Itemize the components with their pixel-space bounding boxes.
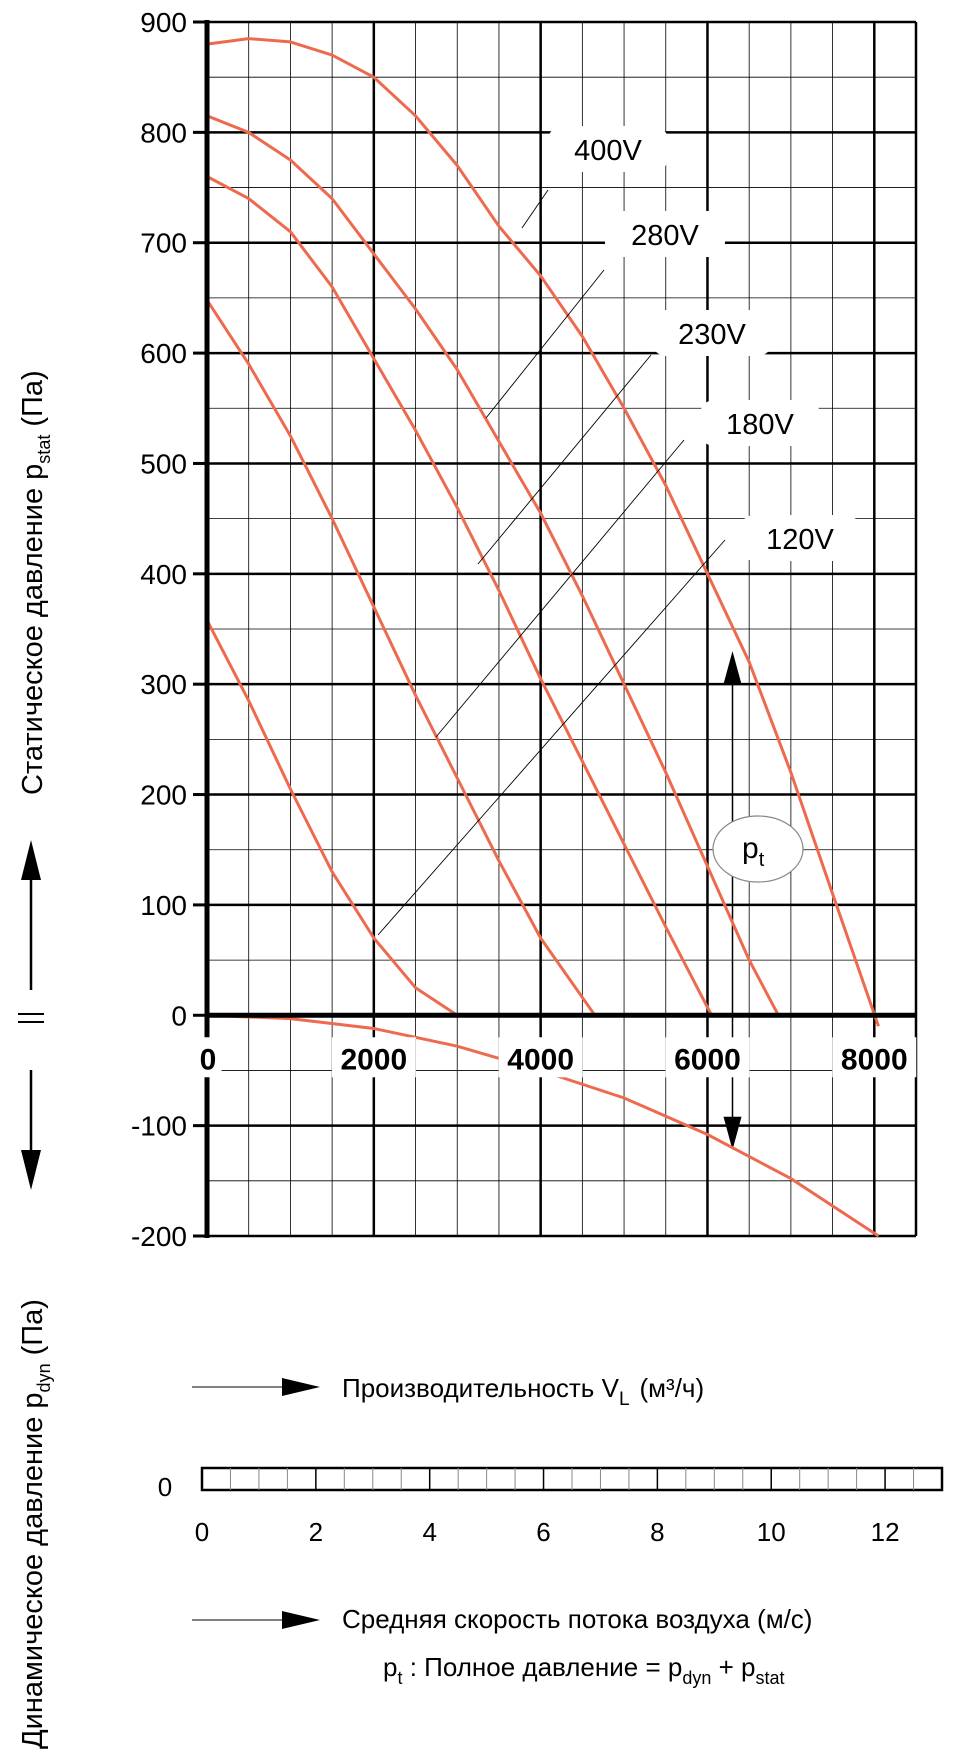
speed-tick-label: 10 [757,1517,786,1547]
series-line-230V [206,175,713,1016]
voltage-label-bg [700,400,820,446]
pt-annotation: pt [712,815,804,883]
x-tick-label: 6000 [674,1043,741,1076]
speed-tick-labels: 0 2 4 6 8 10 12 [195,1517,900,1547]
y-tick-label: 100 [140,890,187,921]
leader-line-400V [521,189,549,229]
y-axis-label-static: Статическое давление pstat(Па) [17,370,54,795]
speed-tick-label: 8 [650,1517,664,1547]
x-tick-backdrop [194,1037,222,1078]
leader-line-280V [485,269,605,419]
series-line-280V [206,114,780,1017]
voltage-label-bg [605,211,725,257]
speed-tick-label: 6 [536,1517,550,1547]
flow-axis-caption: Производительность VL (м³/ч) [192,1373,704,1410]
pt-arrow-up-icon [723,651,742,685]
pt-arrow-down-icon [723,1116,742,1150]
y-tick-label: 600 [140,338,187,369]
up-arrow-icon [21,840,41,880]
y-tick-label: 200 [140,780,187,811]
speed-tick-label: 2 [309,1517,323,1547]
y-tick-label: -200 [131,1221,187,1252]
y-axis-label-dynamic: Динамическое давление pdyn(Па) [17,1299,54,1749]
voltage-label-400V: 400V [574,135,642,167]
voltage-label-bg [548,126,668,172]
pt-label: pt [742,832,765,871]
speed-axis-caption: Средняя скорость потока воздуха (м/с) pt… [192,1604,812,1688]
leader-line-180V [435,439,685,738]
voltage-label-180V: 180V [726,409,794,441]
x-tick-label: 8000 [841,1043,908,1076]
footnote: pt : Полное давление = pdyn + pstat [383,1652,784,1688]
pt-ellipse [712,815,804,883]
series-line-400V [206,37,880,1027]
series-line-180V [205,299,597,1017]
major-grid [207,20,918,1238]
leader-line-230V [477,354,652,565]
left-axis-labels: Статическое давление pstat(Па) Динамичес… [17,370,54,1749]
x-tick-backdrop [665,1037,750,1078]
x-tick-label: 2000 [340,1043,407,1076]
speed-tick-label: 4 [422,1517,436,1547]
speed-minor-ticks [229,1468,915,1490]
x-tick-backdrop [498,1037,583,1078]
x-tick-labels: 0 2000 4000 6000 8000 [194,1037,917,1078]
axes [193,20,916,1238]
voltage-label-230V: 230V [678,319,746,351]
y-tick-label: 400 [140,559,187,590]
y-tick-labels: 900 800 700 600 500 400 300 200 100 0 -100 -200 [131,7,187,1252]
speed-tick-label: 12 [871,1517,900,1547]
x-tick-label: 0 [200,1043,217,1076]
y-tick-label: 300 [140,669,187,700]
speed-zero-label: 0 [158,1472,172,1502]
speed-tick-label: 0 [195,1517,209,1547]
voltage-labels: 400V 280V 230V 180V 120V [548,126,860,561]
y-tick-label: 500 [140,448,187,479]
voltage-label-120V: 120V [766,524,834,556]
voltage-label-bg [740,515,860,561]
x-tick-backdrop [832,1037,917,1078]
x-tick-backdrop [331,1037,416,1078]
down-arrow-icon [21,1150,41,1190]
leader-line-120V [377,539,726,936]
flow-arrow-icon [282,1378,320,1396]
series-line-120V [205,619,459,1017]
y-tick-label: 900 [140,7,187,38]
x-tick-label: 4000 [507,1043,574,1076]
voltage-label-280V: 280V [631,220,699,252]
x-axis-label: Производительность VL (м³/ч) [342,1373,704,1410]
leader-lines [377,189,726,936]
y-tick-label: 700 [140,228,187,259]
voltage-label-bg [652,310,772,356]
y-tick-label: 800 [140,117,187,148]
speed-axis-label: Средняя скорость потока воздуха (м/с) [342,1604,812,1634]
speed-scale: 0 0 2 4 6 8 10 12 [158,1466,944,1547]
y-tick-label: -100 [131,1111,187,1142]
speed-arrow-icon [282,1611,320,1629]
y-tick-label: 0 [171,1000,187,1031]
